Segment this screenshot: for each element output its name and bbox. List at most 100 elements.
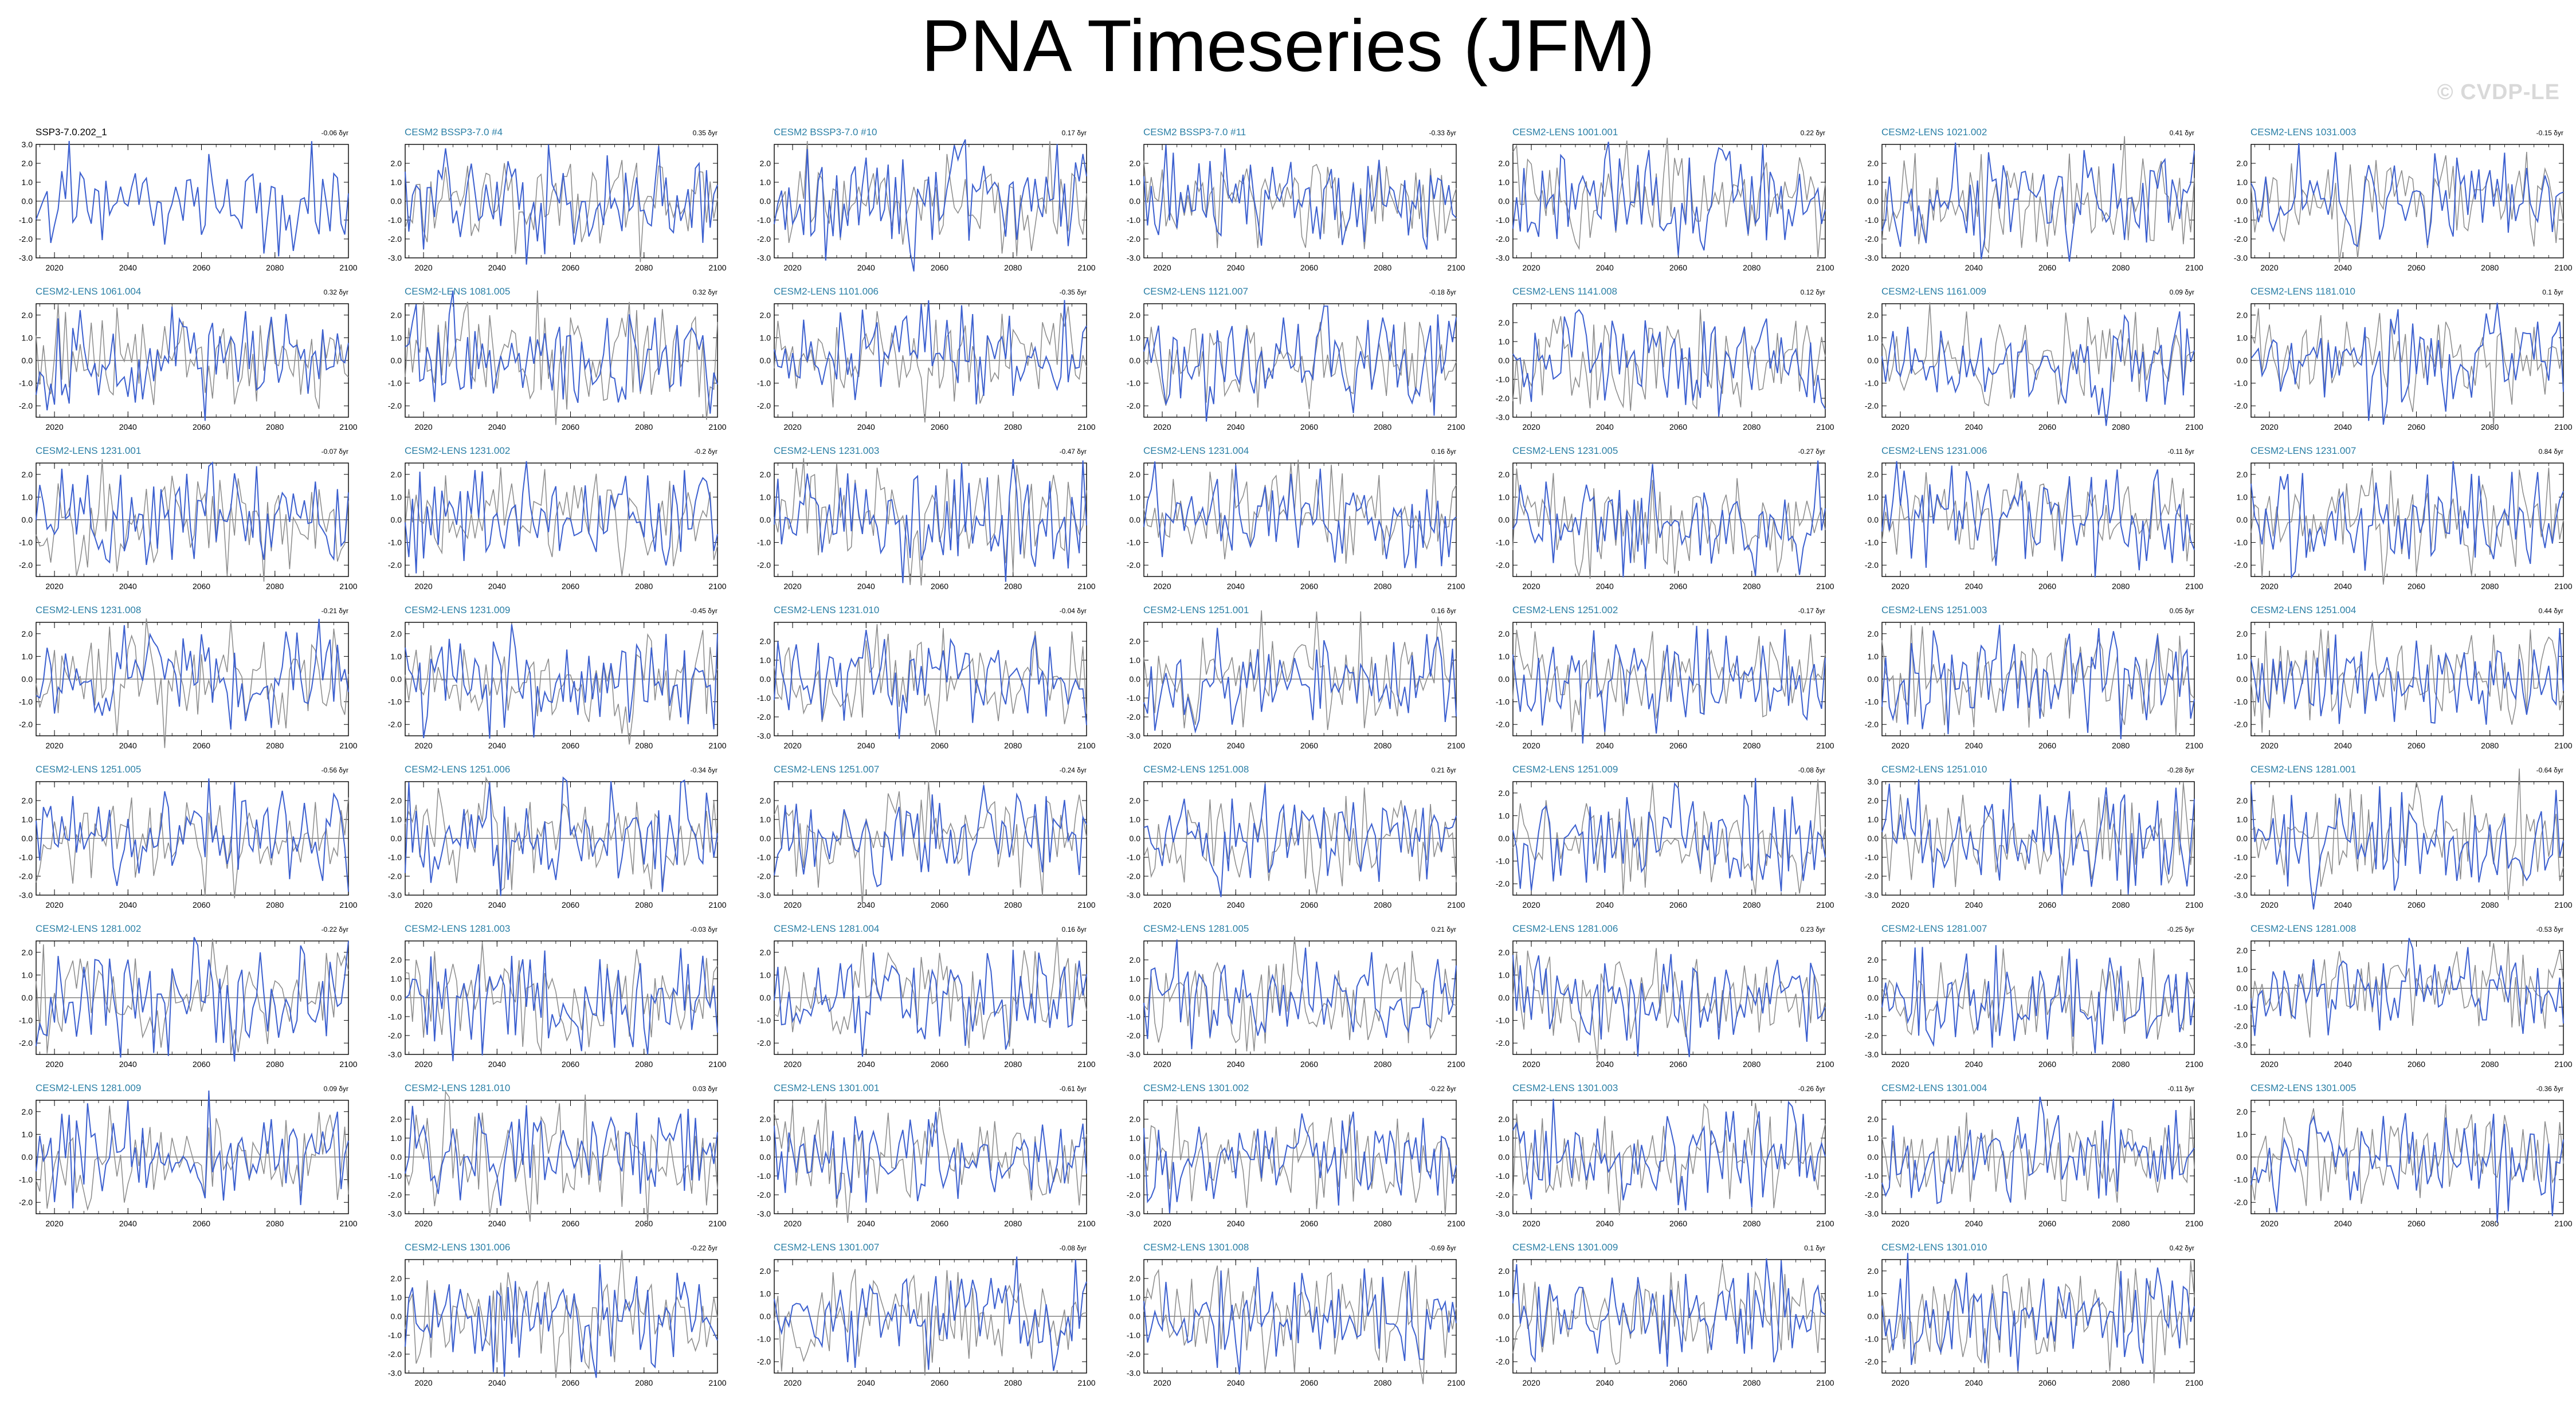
- x-tick-label: 2060: [931, 582, 948, 591]
- x-tick-label: 2080: [635, 422, 653, 432]
- x-tick-label: 2100: [339, 1219, 357, 1228]
- y-tick-label: -1.0: [1496, 215, 1509, 225]
- trend-label: -0.22 δyr: [321, 925, 348, 934]
- x-tick-label: 2100: [708, 422, 726, 432]
- y-tick-label: 0.0: [391, 1312, 402, 1321]
- y-tick-label: 1.0: [1499, 178, 1510, 187]
- panel: CESM2-LENS 1231.008 -0.21 δyr 2.0 1.0 0.0 -1.…: [19, 605, 358, 750]
- ensemble-series-line: [1512, 629, 1826, 732]
- x-tick-label: 2020: [1891, 1060, 1909, 1069]
- y-tick-label: 2.0: [391, 159, 402, 168]
- x-tick-label: 2080: [2112, 741, 2130, 750]
- y-tick-label: -2.0: [388, 234, 402, 244]
- y-tick-label: 1.0: [2237, 965, 2248, 974]
- x-tick-label: 2100: [708, 1060, 726, 1069]
- y-tick-label: 2.0: [391, 955, 402, 964]
- x-tick-label: 2100: [1816, 1378, 1834, 1387]
- ensemble-series-line: [1512, 138, 1826, 259]
- x-tick-label: 2060: [562, 900, 579, 909]
- x-tick-label: 2060: [193, 1219, 210, 1228]
- y-tick-label: 0.0: [391, 993, 402, 1002]
- x-tick-label: 2100: [1077, 1060, 1095, 1069]
- y-tick-label: 2.0: [760, 1266, 771, 1276]
- y-tick-label: -1.0: [19, 853, 33, 862]
- panel-title: CESM2-LENS 1251.004: [2250, 605, 2356, 615]
- ensemble-series-line: [774, 458, 1087, 586]
- y-tick-label: 1.0: [1868, 652, 1879, 661]
- x-tick-label: 2060: [2408, 263, 2425, 272]
- trend-label: -0.04 δyr: [1060, 607, 1087, 615]
- y-tick-label: -2.0: [19, 1038, 33, 1048]
- member-series-line: [405, 948, 718, 1061]
- x-tick-label: 2100: [1077, 582, 1095, 591]
- ensemble-series-line: [405, 160, 718, 262]
- trend-label: 0.35 δyr: [693, 129, 717, 137]
- x-tick-label: 2040: [1227, 582, 1245, 591]
- plot-frame: [2250, 940, 2564, 1055]
- panel-title: CESM2-LENS 1231.001: [36, 445, 141, 456]
- y-tick-label: 0.0: [1499, 1152, 1510, 1162]
- y-tick-label: 0.0: [1868, 356, 1879, 365]
- panel-title: CESM2-LENS 1301.005: [2250, 1083, 2356, 1093]
- y-tick-label: 2.0: [1499, 470, 1510, 479]
- x-tick-label: 2020: [45, 1060, 63, 1069]
- x-tick-label: 2100: [2554, 1219, 2572, 1228]
- panel: CESM2-LENS 1281.005 0.21 δyr 2.0 1.0 0.0 -1.0…: [1127, 923, 1465, 1069]
- y-tick-label: 0.0: [22, 356, 33, 365]
- member-series-line: [36, 778, 349, 892]
- y-tick-label: -1.0: [388, 379, 402, 388]
- y-tick-label: -3.0: [1127, 731, 1140, 740]
- trend-label: 0.1 δyr: [2542, 288, 2563, 296]
- x-tick-label: 2060: [2408, 422, 2425, 432]
- y-tick-label: 1.0: [22, 1129, 33, 1139]
- member-series-line: [36, 936, 349, 1062]
- y-tick-label: -1.0: [19, 697, 33, 707]
- x-tick-label: 2100: [1077, 422, 1095, 432]
- x-tick-label: 2020: [1891, 1378, 1909, 1387]
- y-tick-label: -3.0: [1127, 891, 1140, 900]
- trend-label: 0.84 δyr: [2539, 448, 2563, 456]
- x-tick-label: 2020: [2260, 582, 2278, 591]
- y-tick-label: -2.0: [1127, 560, 1140, 570]
- y-tick-label: 0.0: [1868, 674, 1879, 684]
- y-tick-label: -2.0: [1127, 1190, 1140, 1199]
- ensemble-series-line: [1512, 309, 1826, 411]
- x-tick-label: 2080: [2112, 1378, 2130, 1387]
- y-tick-label: 1.0: [391, 492, 402, 501]
- y-tick-label: -2.0: [1127, 1350, 1140, 1359]
- y-tick-label: -3.0: [2234, 1041, 2248, 1050]
- x-tick-label: 2060: [2038, 1378, 2056, 1387]
- ensemble-series-line: [1143, 610, 1457, 731]
- panel-title: CESM2-LENS 1061.004: [36, 286, 141, 297]
- x-tick-label: 2080: [1743, 1060, 1761, 1069]
- member-series-line: [1881, 778, 2195, 896]
- trend-label: 0.32 δyr: [693, 288, 717, 296]
- panel-title: SSP3-7.0.202_1: [36, 127, 107, 138]
- x-tick-label: 2060: [1300, 741, 1318, 750]
- x-tick-label: 2060: [2408, 1219, 2425, 1228]
- x-tick-label: 2060: [1669, 1378, 1687, 1387]
- x-tick-label: 2080: [2481, 263, 2499, 272]
- x-tick-label: 2060: [562, 741, 579, 750]
- panel-title: CESM2-LENS 1251.006: [405, 764, 510, 775]
- x-tick-label: 2100: [339, 900, 357, 909]
- x-tick-label: 2020: [783, 900, 801, 909]
- member-series-line: [1143, 144, 1457, 250]
- y-tick-label: -1.0: [2234, 538, 2248, 547]
- y-tick-label: -1.0: [757, 379, 771, 388]
- y-tick-label: 0.0: [760, 197, 771, 206]
- ensemble-series-line: [774, 1099, 1087, 1223]
- panel-title: CESM2-LENS 1301.007: [774, 1242, 879, 1253]
- x-tick-label: 2020: [45, 741, 63, 750]
- panel: CESM2-LENS 1281.001 -0.64 δyr 2.0 1.0 0.0 -1.…: [2234, 764, 2573, 910]
- panel-title: CESM2-LENS 1101.006: [774, 286, 879, 297]
- panel-title: CESM2-LENS 1301.001: [774, 1083, 879, 1093]
- y-tick-label: -2.0: [19, 872, 33, 881]
- x-tick-label: 2040: [1227, 900, 1245, 909]
- member-series-line: [1512, 626, 1826, 744]
- x-tick-label: 2100: [1077, 1219, 1095, 1228]
- y-tick-label: 1.0: [1130, 1134, 1141, 1143]
- y-tick-label: 0.0: [22, 834, 33, 843]
- x-tick-label: 2080: [1743, 900, 1761, 909]
- panel-title: CESM2-LENS 1251.010: [1881, 764, 1987, 775]
